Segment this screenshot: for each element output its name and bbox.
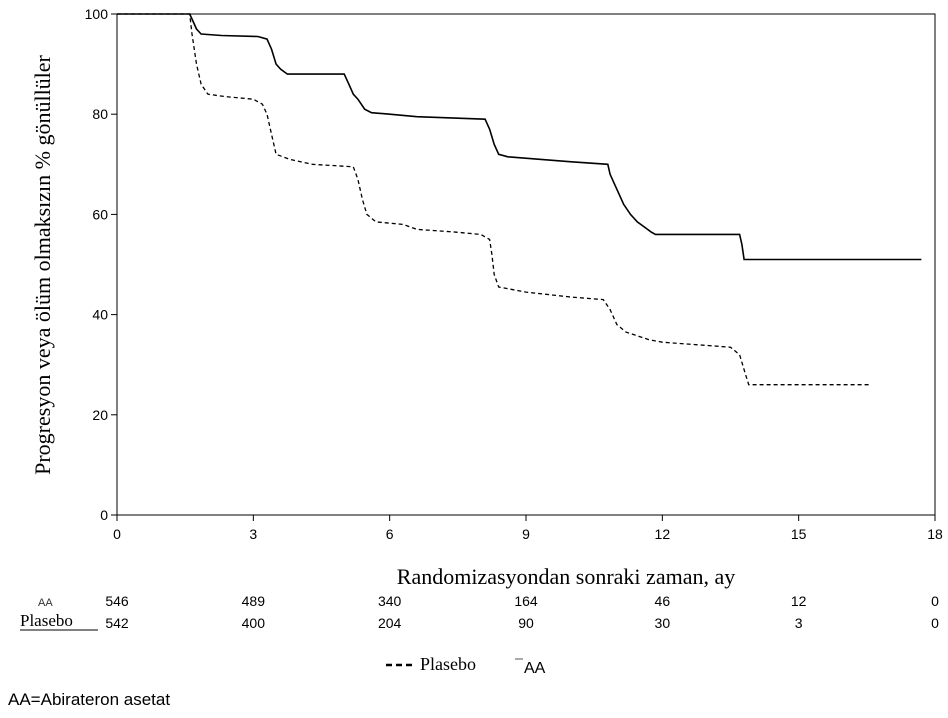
y-tick-label: 100: [85, 6, 109, 22]
risk-value-plasebo: 400: [242, 615, 266, 631]
plot-frame: [116, 13, 936, 516]
risk-row-label-plasebo: Plasebo: [20, 611, 73, 630]
series-line-plasebo: [117, 13, 872, 386]
x-tick-label: 0: [113, 526, 121, 542]
risk-table: AA Plasebo 546 489 340 164 46 12 0 542 400 204 90 3…: [20, 593, 939, 631]
legend-label-aa: AA: [524, 660, 546, 677]
series-layer: [117, 13, 922, 386]
risk-value-aa: 12: [791, 593, 807, 609]
series-line-aa: [117, 13, 922, 261]
km-chart: Progresyon veya ölüm olmaksızın % gönüll…: [20, 6, 943, 677]
legend: Plasebo AA: [386, 654, 546, 677]
risk-value-plasebo: 0: [931, 615, 939, 631]
risk-value-aa: 340: [378, 593, 402, 609]
x-tick-label: 18: [927, 526, 943, 542]
risk-value-plasebo: 204: [378, 615, 402, 631]
x-tick-label: 3: [249, 526, 257, 542]
risk-value-aa: 489: [242, 593, 266, 609]
x-axis-ticks: 0 3 6 9 12 15 18: [113, 515, 943, 542]
risk-value-plasebo: 90: [518, 615, 534, 631]
risk-value-aa: 164: [514, 593, 538, 609]
y-tick-label: 0: [100, 507, 108, 523]
y-tick-label: 60: [92, 206, 108, 222]
x-tick-label: 6: [386, 526, 394, 542]
risk-value-aa: 546: [105, 593, 129, 609]
y-axis-label: Progresyon veya ölüm olmaksızın % gönüll…: [30, 54, 55, 474]
y-tick-label: 40: [92, 307, 108, 323]
x-tick-label: 15: [791, 526, 807, 542]
risk-row-label-aa: AA: [38, 597, 53, 609]
y-tick-label: 80: [92, 106, 108, 122]
risk-value-plasebo: 30: [655, 615, 671, 631]
footnote: AA=Abirateron asetat: [8, 690, 171, 709]
legend-label-plasebo: Plasebo: [420, 654, 476, 674]
risk-value-aa: 46: [655, 593, 671, 609]
y-axis-ticks: 0 20 40 60 80 100: [85, 6, 117, 523]
risk-value-aa: 0: [931, 593, 939, 609]
risk-value-plasebo: 542: [105, 615, 129, 631]
risk-value-plasebo: 3: [795, 615, 803, 631]
x-tick-label: 9: [522, 526, 530, 542]
x-tick-label: 12: [655, 526, 671, 542]
x-axis-label: Randomizasyondan sonraki zaman, ay: [397, 564, 735, 589]
y-tick-label: 20: [92, 407, 108, 423]
